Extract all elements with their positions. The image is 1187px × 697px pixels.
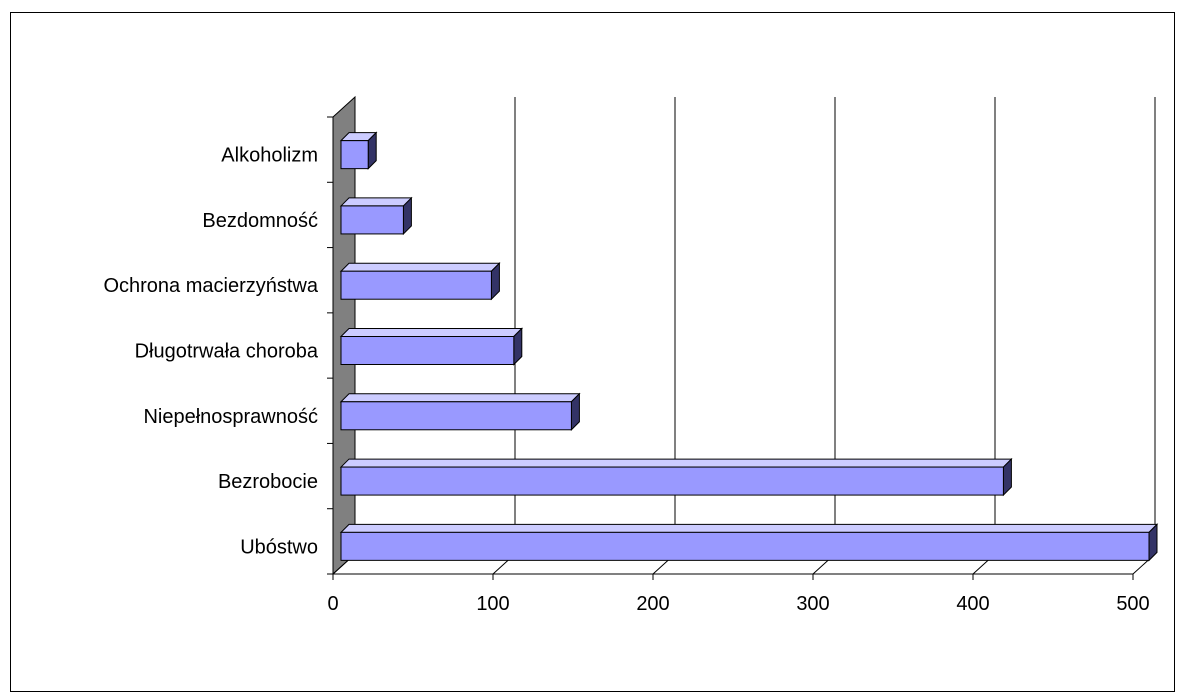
x-tick-label: 400: [956, 593, 989, 615]
x-tick-label: 100: [476, 593, 509, 615]
bar-top-4: [339, 393, 581, 403]
bar-3: [340, 336, 515, 365]
category-label: Niepełnosprawność: [143, 406, 318, 428]
bar-top-5: [339, 458, 1013, 468]
x-tick-label: 300: [796, 593, 829, 615]
bars: [339, 131, 1159, 562]
x-tick-label: 0: [327, 593, 338, 615]
x-tick-label: 200: [636, 593, 669, 615]
category-label: Alkoholizm: [221, 145, 318, 167]
bar-6: [340, 531, 1150, 561]
bar-5: [340, 466, 1004, 496]
bar-2: [340, 270, 492, 300]
category-label: Bezrobocie: [218, 471, 318, 493]
category-label: Ochrona macierzyństwa: [103, 275, 318, 297]
category-label: Długotrwała choroba: [135, 341, 319, 363]
category-label: Ubóstwo: [240, 536, 318, 558]
bar-top-3: [339, 328, 524, 337]
x-tick-label: 500: [1116, 593, 1149, 615]
bar-4: [340, 401, 572, 431]
tick-labels: 0 100 200 300 400 500: [327, 593, 1149, 615]
bar-top-2: [339, 262, 501, 272]
bar-top-6: [339, 523, 1159, 533]
category-label: Bezdomność: [202, 210, 318, 232]
chart-frame: [10, 12, 1175, 692]
category-labels: Alkoholizm Bezdomność Ochrona macierzyństw…: [103, 145, 318, 559]
bar-1: [340, 205, 404, 235]
bar-top-1: [339, 197, 413, 207]
bar-0: [340, 140, 369, 170]
